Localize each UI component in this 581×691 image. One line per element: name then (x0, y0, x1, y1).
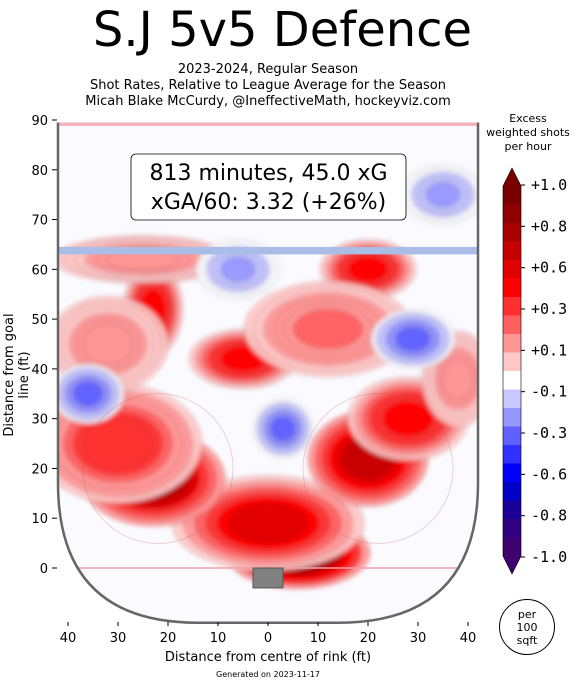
y-tick-label: 30 (31, 413, 48, 428)
colorbar-segment (503, 297, 521, 316)
colorbar-segment (503, 352, 521, 372)
y-tick-label: 60 (31, 263, 48, 278)
y-tick-label: 40 (31, 363, 48, 378)
heatmap-contour (442, 358, 474, 399)
colorbar-title-line: per hour (504, 140, 552, 153)
y-axis-label: Distance from goal line (ft) (2, 313, 32, 437)
colorbar-min-arrow (503, 556, 521, 574)
y-tick-label: 70 (31, 214, 48, 229)
colorbar-tick-label: -0.6 (531, 465, 567, 483)
per-area-unit: per 100 sqft (499, 599, 555, 655)
x-tick-label: 0 (264, 631, 272, 646)
x-tick-label: 10 (210, 631, 227, 646)
goal-net (252, 567, 284, 589)
y-tick-label: 80 (31, 164, 48, 179)
heatmap-contour (270, 416, 296, 442)
y-tick-label: 10 (31, 512, 48, 527)
heatmap-contour (83, 418, 153, 469)
colorbar-tick-label: +1.0 (531, 176, 567, 194)
x-tick-label: 40 (60, 631, 77, 646)
heatmap-contour (293, 309, 363, 349)
chart-title: S.J 5v5 Defence (92, 2, 473, 58)
faceoff-circle (82, 392, 234, 544)
colorbar-title-line: Excess (509, 112, 547, 125)
heatmap-layer (58, 122, 478, 590)
colorbar-segment (503, 260, 521, 279)
colorbar-segment (503, 389, 521, 409)
subtitle-author: Micah Blake McCurdy, @IneffectiveMath, h… (85, 94, 451, 109)
colorbar-segment (503, 223, 521, 242)
colorbar-segment (503, 315, 521, 335)
plot-area: 813 minutes, 45.0 xG xGA/60: 3.32 (+26%) (56, 122, 480, 625)
heatmap-contour (83, 324, 133, 364)
x-tick-label: 30 (110, 631, 127, 646)
colorbar-segment (503, 519, 521, 538)
heatmap-contour (425, 182, 461, 208)
per-unit-line: sqft (516, 633, 538, 647)
info-xga: xGA/60: 3.32 (+26%) (151, 190, 386, 215)
colorbar-tick-label: +0.1 (531, 341, 567, 359)
colorbar-segment (503, 334, 521, 353)
colorbar-segment (503, 241, 521, 261)
colorbar-tick-label: +0.8 (531, 217, 567, 235)
colorbar-segment (503, 426, 521, 446)
colorbar-segment (503, 371, 521, 390)
center-red-line (58, 122, 478, 126)
colorbar-tick-label: -0.3 (531, 424, 567, 442)
y-tick-label: 0 (40, 562, 48, 577)
per-unit-line: per (517, 607, 537, 621)
info-box (130, 153, 407, 221)
colorbar: +1.0 +0.8 +0.6 +0.3 +0.1 -0.1 -0.3 -0.6 -0.8 -1.0 (502, 167, 567, 575)
y-tick-label: 50 (31, 313, 48, 328)
heatmap-contour (72, 381, 104, 407)
subtitle-season: 2023-2024, Regular Season (177, 62, 359, 77)
heatmap-contour (395, 326, 431, 352)
colorbar-segment (503, 186, 521, 205)
colorbar-segment (503, 463, 521, 483)
colorbar-segment (503, 537, 521, 557)
colorbar-segment (503, 445, 521, 464)
per-unit-line: 100 (516, 620, 538, 634)
colorbar-max-arrow (503, 168, 521, 186)
colorbar-title-line: weighted shots (486, 126, 570, 139)
colorbar-tick-label: +0.3 (531, 300, 567, 318)
colorbar-segment (503, 482, 521, 501)
y-tick-label: 20 (31, 462, 48, 477)
x-tick-label: 20 (360, 631, 377, 646)
heatmap-contour (228, 503, 308, 544)
colorbar-segment (503, 408, 521, 427)
x-tick-label: 10 (310, 631, 327, 646)
heatmap-contour (383, 401, 433, 437)
colorbar-segment (503, 500, 521, 520)
heatmap-contour (348, 256, 388, 282)
colorbar-title: Excess weighted shots per hour (478, 112, 578, 154)
colorbar-tick-label: -0.1 (531, 383, 567, 401)
generated-date: Generated on 2023-11-17 (216, 670, 320, 679)
axes: 0 10 20 30 40 50 60 70 80 90 40 30 20 10 0 10 20 30 40 (31, 114, 476, 646)
colorbar-tick-label: +0.6 (531, 259, 567, 277)
x-tick-label: 40 (460, 631, 477, 646)
faceoff-circle (302, 392, 454, 544)
x-tick-label: 20 (160, 631, 177, 646)
heatmap-contour (220, 256, 256, 282)
colorbar-segment (503, 204, 521, 224)
x-axis-label: Distance from centre of rink (ft) (164, 650, 372, 665)
y-tick-label: 90 (31, 114, 48, 129)
x-tick-label: 30 (410, 631, 427, 646)
colorbar-tick-label: -1.0 (531, 548, 567, 566)
info-minutes-xg: 813 minutes, 45.0 xG (149, 161, 387, 186)
blue-line (58, 246, 478, 255)
subtitle-description: Shot Rates, Relative to League Average f… (89, 78, 447, 93)
heatmap-blobs (58, 164, 478, 590)
colorbar-segment (503, 278, 521, 298)
colorbar-outline (502, 167, 522, 575)
colorbar-tick-label: -0.8 (531, 507, 567, 525)
